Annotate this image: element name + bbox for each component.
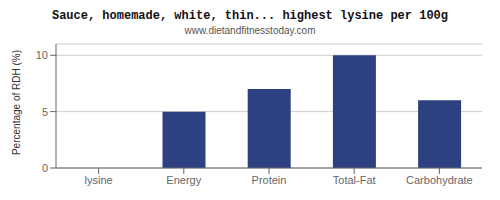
svg-text:Energy: Energy bbox=[166, 174, 201, 186]
svg-text:10: 10 bbox=[36, 49, 48, 61]
svg-text:5: 5 bbox=[42, 106, 48, 118]
html-text:Sauce, homemade, white, thin..: Sauce, homemade, white, thin... highest … bbox=[52, 9, 448, 23]
svg-text:lysine: lysine bbox=[85, 174, 113, 186]
svg-text:Protein: Protein bbox=[252, 174, 287, 186]
svg-text:0: 0 bbox=[42, 162, 48, 174]
svg-text:Total-Fat: Total-Fat bbox=[333, 174, 376, 186]
svg-text:Carbohydrate: Carbohydrate bbox=[406, 174, 473, 186]
html-text:www.dietandfitnesstoday.com: www.dietandfitnesstoday.com bbox=[184, 25, 316, 36]
html-text:Percentage of RDH (%): Percentage of RDH (%) bbox=[10, 50, 22, 156]
